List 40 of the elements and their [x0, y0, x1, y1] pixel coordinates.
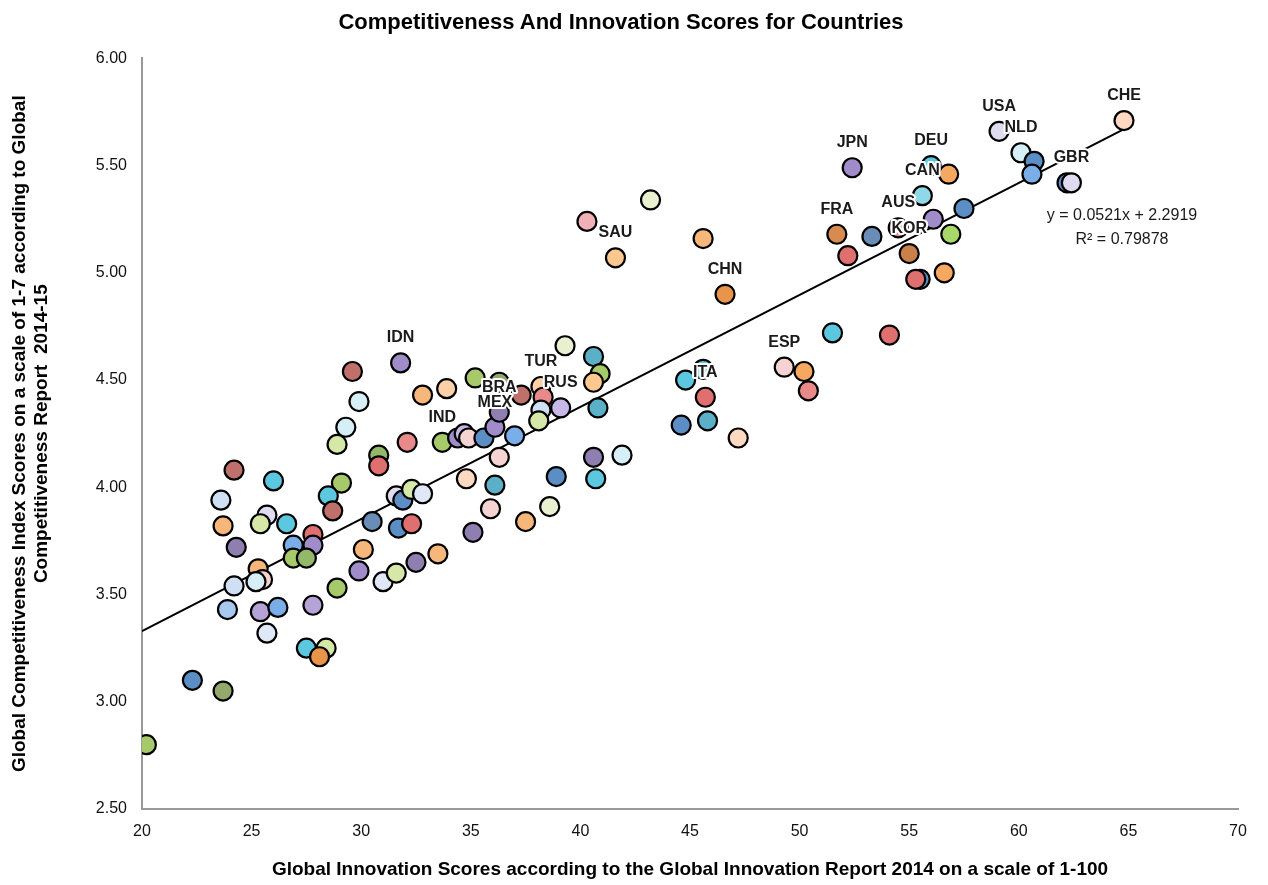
x-tick-label: 20 [133, 822, 151, 840]
annotation: CHE [1107, 86, 1142, 103]
x-tick-label: 30 [352, 822, 371, 840]
annotation: CHN [707, 259, 743, 277]
annotation: R² = 0.79878 [1075, 229, 1169, 247]
annotation: MEX [477, 392, 513, 410]
y-tick-label: 3.00 [95, 692, 128, 710]
annotation: BRA [481, 377, 518, 395]
chart-title: Competitiveness And Innovation Scores for Countries [338, 9, 904, 35]
x-tick-label: 60 [1009, 822, 1028, 840]
x-tick-label: 40 [571, 822, 590, 840]
y-axis-title: Global Competitiveness Index Scores on a scale of 1-7 according to Global Competitiveness Report 2014-15 [7, 95, 52, 773]
annotation: IDN [386, 328, 415, 346]
annotation: IND [428, 407, 457, 425]
y-tick-label: 2.50 [95, 799, 128, 817]
x-tick-label: 65 [1119, 822, 1138, 840]
y-tick-label: 5.50 [95, 156, 128, 174]
y-tick-label: 4.00 [95, 477, 128, 495]
annotation: CAN [905, 161, 940, 179]
annotation: AUS [881, 193, 916, 211]
y-tick-label: 3.50 [95, 584, 128, 602]
annotation: y = 0.0521x + 2.2919 [1046, 205, 1198, 223]
x-tick-label: 35 [461, 822, 480, 840]
y-tick-label: 6.00 [95, 48, 128, 66]
annotation: FRA [820, 199, 854, 217]
x-tick-label: 70 [1229, 822, 1247, 840]
y-tick-label: 4.50 [95, 370, 128, 388]
annotation: DEU [914, 131, 949, 149]
y-tick-label: 5.00 [95, 263, 128, 281]
annotation: TUR [524, 351, 558, 369]
x-axis-title: Global Innovation Scores according to the Global Innovation Report 2014 on a scale of 1-100 [271, 857, 1109, 879]
annotation: ESP [768, 332, 801, 350]
x-tick-label: 45 [681, 822, 699, 840]
x-tick-label: 50 [790, 822, 809, 840]
annotation: JPN [836, 133, 868, 151]
annotation: KOR [891, 218, 928, 236]
x-tick-label: 25 [242, 822, 261, 840]
annotation: USA [982, 96, 1017, 114]
annotation: SAU [598, 223, 633, 241]
x-tick-label: 55 [900, 822, 919, 840]
